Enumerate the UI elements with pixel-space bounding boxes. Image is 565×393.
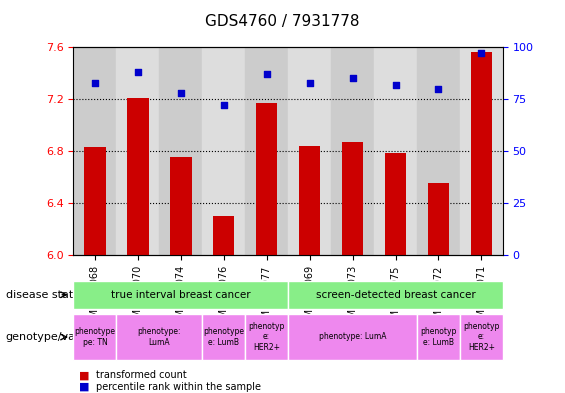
Text: phenotyp
e:
HER2+: phenotyp e: HER2+ (463, 322, 499, 352)
Text: ■: ■ (79, 382, 90, 392)
Point (219, 102, 228, 108)
Text: true interval breast cancer: true interval breast cancer (111, 290, 251, 300)
Bar (342, 142, 363, 255)
Text: phenotype
e: LumB: phenotype e: LumB (203, 327, 244, 347)
Text: phenotyp
e:
HER2+: phenotyp e: HER2+ (249, 322, 285, 352)
Text: phenotype: LumA: phenotype: LumA (319, 332, 386, 342)
Bar (428, 183, 449, 255)
Point (348, 75, 357, 82)
Text: phenotyp
e: LumB: phenotyp e: LumB (420, 327, 457, 347)
Bar (288, 47, 331, 255)
Bar (256, 103, 277, 255)
Text: disease state: disease state (6, 290, 80, 300)
Bar (374, 47, 417, 255)
Point (176, 90, 185, 96)
Bar (116, 47, 159, 255)
Bar (331, 47, 374, 255)
Point (133, 69, 142, 75)
Point (305, 79, 314, 86)
Text: GDS4760 / 7931778: GDS4760 / 7931778 (205, 14, 360, 29)
Text: phenotype
pe: TN: phenotype pe: TN (75, 327, 115, 347)
Bar (460, 47, 503, 255)
Bar (417, 47, 460, 255)
Bar (385, 152, 406, 255)
Point (90, 79, 99, 86)
Text: phenotype:
LumA: phenotype: LumA (138, 327, 181, 347)
Bar (73, 47, 116, 255)
Text: percentile rank within the sample: percentile rank within the sample (96, 382, 261, 392)
Bar (202, 47, 245, 255)
Text: transformed count: transformed count (96, 370, 187, 380)
Point (434, 86, 443, 92)
Point (391, 81, 400, 88)
Point (262, 71, 271, 77)
Bar (170, 156, 192, 255)
Bar (213, 217, 234, 255)
Text: genotype/variation: genotype/variation (6, 332, 112, 342)
Text: screen-detected breast cancer: screen-detected breast cancer (316, 290, 475, 300)
Bar (245, 47, 288, 255)
Bar (299, 146, 320, 255)
Point (477, 50, 486, 57)
Bar (159, 47, 202, 255)
Bar (471, 52, 492, 255)
Text: ■: ■ (79, 370, 90, 380)
Bar (84, 147, 106, 255)
Bar (127, 98, 149, 255)
